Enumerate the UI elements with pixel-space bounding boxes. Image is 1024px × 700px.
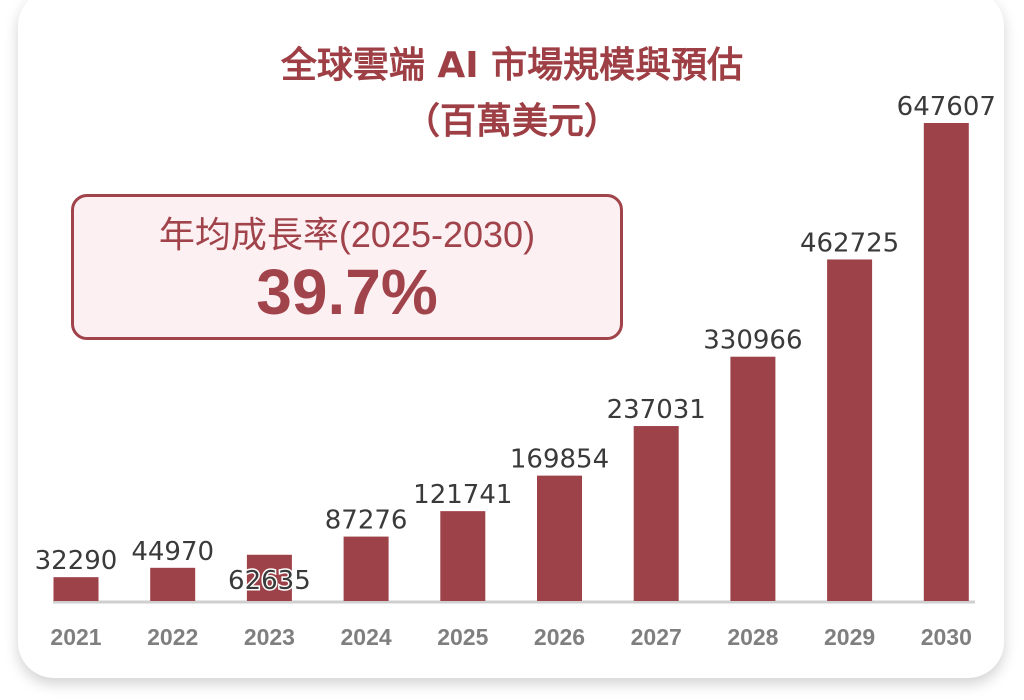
x-tick-label: 2027 (631, 624, 682, 650)
data-label: 169854 (510, 445, 609, 475)
data-label: 647607 (897, 92, 996, 122)
bar (440, 511, 486, 601)
cagr-value: 39.7% (256, 256, 438, 328)
data-label: 87276 (325, 506, 408, 536)
bar (730, 356, 776, 601)
x-tick-label: 2028 (727, 624, 778, 650)
data-label: 462725 (800, 228, 899, 258)
x-tick-label: 2022 (147, 624, 198, 650)
x-tick-label: 2024 (341, 624, 392, 650)
bar (827, 259, 873, 601)
bar (923, 123, 969, 601)
bar (150, 567, 196, 601)
x-tick-label: 2023 (244, 624, 295, 650)
data-label: 121741 (413, 480, 512, 510)
x-tick-label: 2025 (437, 624, 488, 650)
cagr-callout: 年均成長率(2025-2030) 39.7% (71, 194, 623, 340)
bar (633, 426, 679, 601)
x-tick-label: 2026 (534, 624, 585, 650)
data-label: 32290 (35, 546, 118, 576)
x-tick-label: 2021 (50, 624, 101, 650)
bar (537, 475, 582, 601)
cagr-label: 年均成長率(2025-2030) (158, 214, 536, 255)
bar (246, 554, 292, 601)
data-label: 62635 (228, 566, 311, 596)
chart-subtitle: （百萬美元） (403, 101, 620, 142)
x-tick-label: 2030 (921, 624, 972, 650)
data-label: 44970 (131, 537, 214, 567)
data-label: 237031 (607, 395, 706, 425)
chart-title: 全球雲端 AI 市場規模與預估 (280, 45, 744, 86)
data-label: 330966 (703, 326, 802, 356)
bar (343, 536, 389, 601)
x-tick-label: 2029 (824, 624, 875, 650)
bar (53, 577, 99, 601)
